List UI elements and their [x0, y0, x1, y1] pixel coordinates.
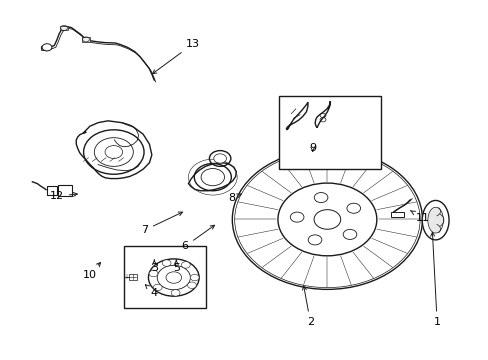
Circle shape — [162, 260, 171, 266]
Bar — [278, 96, 380, 169]
Circle shape — [181, 262, 190, 268]
Circle shape — [277, 183, 376, 256]
FancyBboxPatch shape — [58, 185, 72, 196]
Circle shape — [42, 44, 52, 51]
Ellipse shape — [427, 207, 443, 233]
Circle shape — [307, 235, 321, 245]
Circle shape — [171, 290, 180, 296]
Polygon shape — [315, 101, 330, 128]
Circle shape — [313, 210, 340, 229]
Text: 4: 4 — [145, 285, 158, 298]
Polygon shape — [286, 102, 307, 130]
Bar — [129, 274, 137, 280]
Text: 2: 2 — [302, 286, 313, 327]
Circle shape — [105, 145, 122, 158]
Text: 3: 3 — [150, 260, 158, 273]
Text: 12: 12 — [50, 191, 77, 201]
Bar — [41, 46, 48, 50]
Text: 10: 10 — [82, 262, 101, 280]
Text: 8: 8 — [228, 193, 241, 203]
Bar — [390, 212, 403, 217]
Bar — [82, 37, 90, 41]
Circle shape — [165, 272, 181, 283]
Text: 1: 1 — [430, 232, 440, 327]
Text: 13: 13 — [152, 39, 200, 74]
Circle shape — [314, 193, 327, 203]
Circle shape — [153, 284, 162, 291]
Circle shape — [346, 203, 360, 213]
Circle shape — [290, 212, 304, 222]
Circle shape — [149, 270, 158, 277]
Text: 5: 5 — [172, 260, 180, 273]
Circle shape — [190, 274, 199, 281]
Bar — [60, 26, 68, 30]
Circle shape — [213, 154, 226, 163]
Bar — [124, 246, 205, 309]
Ellipse shape — [421, 201, 448, 240]
Text: 6: 6 — [181, 225, 214, 251]
Circle shape — [187, 282, 196, 288]
Text: 7: 7 — [141, 212, 182, 235]
Circle shape — [343, 229, 356, 239]
Text: 11: 11 — [409, 211, 428, 222]
FancyBboxPatch shape — [46, 186, 57, 195]
Text: 9: 9 — [308, 143, 316, 153]
Polygon shape — [188, 163, 236, 191]
